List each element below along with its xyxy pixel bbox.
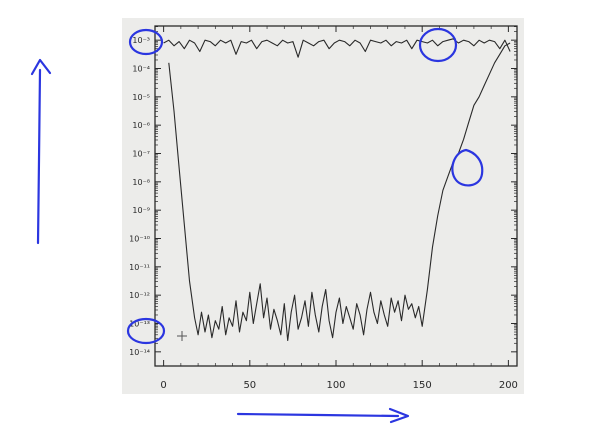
x-tick-label: 50 bbox=[243, 380, 256, 391]
y-tick-label: 10⁻⁴ bbox=[132, 65, 150, 74]
circle-top-label bbox=[128, 28, 164, 56]
y-tick-label: 10⁻¹⁴ bbox=[129, 348, 150, 357]
annotation-marks bbox=[30, 27, 484, 424]
y-tick-label: 10⁻⁹ bbox=[132, 206, 150, 215]
circle-rising-curve bbox=[451, 148, 484, 187]
cursor-crosshair bbox=[177, 331, 187, 341]
y-tick-label: 10⁻⁸ bbox=[132, 178, 150, 187]
y-tick-label: 10⁻¹² bbox=[129, 291, 150, 300]
x-tick-label: 150 bbox=[413, 380, 432, 391]
axis-ticks bbox=[155, 26, 517, 366]
left-arrow-shaft bbox=[36, 68, 42, 245]
y-tick-label: 10⁻⁷ bbox=[132, 150, 150, 159]
x-tick-label: 100 bbox=[326, 380, 345, 391]
y-tick-label: 10⁻¹¹ bbox=[129, 263, 150, 272]
series-line-1 bbox=[163, 38, 511, 58]
x-tick-label: 200 bbox=[499, 380, 518, 391]
series-line-2 bbox=[168, 42, 511, 342]
bottom-arrow-head bbox=[388, 407, 410, 424]
y-tick-label: 10⁻⁵ bbox=[132, 93, 150, 102]
left-arrow-head bbox=[30, 58, 52, 76]
paper-background bbox=[122, 18, 524, 394]
y-tick-label: 10⁻¹³ bbox=[129, 320, 150, 329]
x-axis-tick-labels: 0 50 100 150 200 bbox=[160, 380, 517, 391]
x-tick-label: 0 bbox=[160, 380, 166, 391]
circle-bottom-label bbox=[126, 317, 166, 345]
y-tick-label: 10⁻⁶ bbox=[132, 121, 150, 130]
data-series bbox=[163, 38, 511, 342]
circle-upper-curve bbox=[418, 27, 458, 63]
bottom-arrow-shaft bbox=[236, 412, 400, 418]
y-tick-label: 10⁻¹⁰ bbox=[129, 235, 150, 244]
y-axis-tick-labels: 10⁻³ 10⁻⁴ 10⁻⁵ 10⁻⁶ 10⁻⁷ 10⁻⁸ 10⁻⁹ 10⁻¹⁰ 10⁻¹¹ 10… bbox=[129, 36, 150, 357]
y-tick-label: 10⁻³ bbox=[132, 36, 150, 45]
